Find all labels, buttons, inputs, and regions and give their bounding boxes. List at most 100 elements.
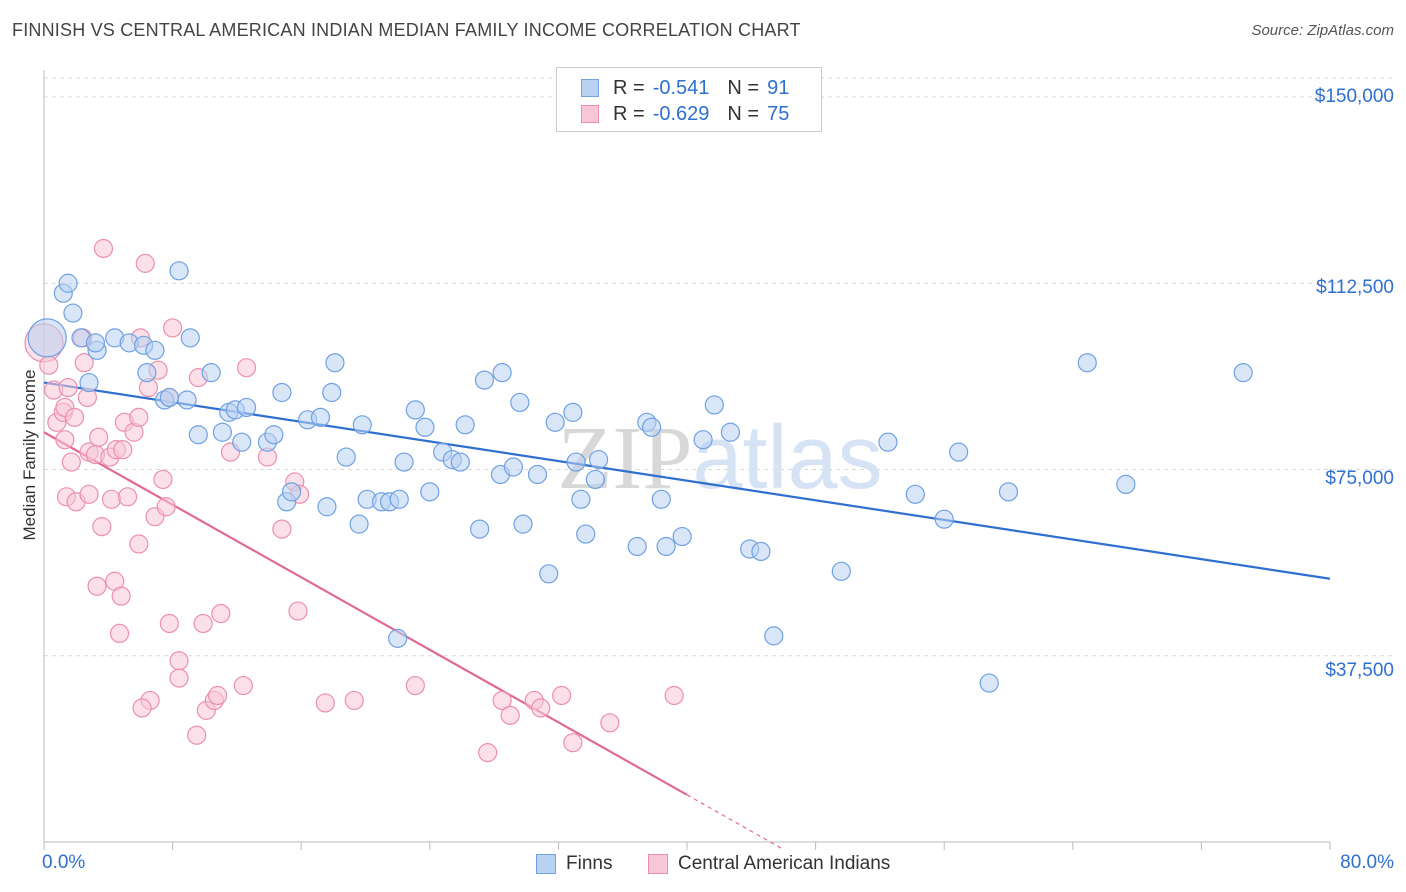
cai-point <box>132 698 152 718</box>
finns-point <box>264 425 284 445</box>
finns-point <box>169 261 189 281</box>
finns-point <box>513 514 533 534</box>
cai-swatch <box>581 105 599 123</box>
cai-point <box>111 586 131 606</box>
finns-point <box>934 509 954 529</box>
legend-row-finns: R = -0.541 N = 91 <box>581 76 789 100</box>
finns-point <box>317 497 337 517</box>
finns-point <box>949 442 969 462</box>
finns-point <box>470 519 490 539</box>
finns-point <box>1116 474 1136 494</box>
finns-point <box>180 328 200 348</box>
finns-point <box>510 392 530 413</box>
finns-point <box>212 422 233 442</box>
finns-point <box>576 524 596 544</box>
cai-point <box>163 318 183 338</box>
n-label: N = <box>727 76 760 99</box>
finns-point <box>450 452 470 472</box>
r-label: R = <box>613 102 645 125</box>
finns-point <box>527 464 548 485</box>
chart-title: FINNISH VS CENTRAL AMERICAN INDIAN MEDIA… <box>12 20 801 40</box>
finns-point <box>704 395 724 415</box>
finns-trend-line <box>43 381 1331 580</box>
cai-point <box>272 519 292 539</box>
cai-point <box>87 576 107 596</box>
cai-point <box>233 675 253 696</box>
finns-point <box>539 564 559 584</box>
cai-point <box>664 685 684 706</box>
finns-point <box>236 397 257 418</box>
cai-point <box>58 377 78 398</box>
cai-point <box>552 685 572 706</box>
n-label: N = <box>727 102 760 125</box>
finns-point <box>420 482 440 502</box>
finns-point <box>455 415 475 435</box>
y-axis-label: Median Family Income <box>20 369 39 541</box>
finns-point <box>720 422 741 442</box>
cai-point <box>193 613 213 634</box>
finns-point <box>905 484 925 504</box>
finns-point <box>415 417 435 437</box>
cai-point <box>344 690 364 711</box>
finns-point <box>79 372 99 393</box>
cai-point <box>113 440 133 460</box>
finns-point <box>27 318 67 358</box>
cai-trend-line <box>43 431 688 796</box>
finns-point <box>159 387 179 408</box>
finns-point <box>979 673 999 693</box>
finns-point <box>322 382 342 403</box>
finns-point <box>585 469 605 490</box>
cai-point <box>135 253 155 273</box>
finns-point <box>571 489 591 509</box>
legend-item-cai: Central American Indians <box>648 852 890 876</box>
cai-point <box>169 668 189 688</box>
finns-point <box>349 514 369 534</box>
r-label: R = <box>613 76 645 99</box>
finns-point <box>764 626 784 646</box>
cai-point <box>101 489 122 509</box>
cai-point <box>129 407 149 427</box>
finns-point <box>566 452 586 472</box>
finns-point <box>388 628 408 648</box>
finns-point <box>1077 353 1097 373</box>
cai-point <box>563 733 583 753</box>
finns-point <box>656 536 676 557</box>
y-tick-label-75000: $75,000 <box>1325 468 1394 489</box>
finns-point <box>177 390 197 410</box>
cai-point <box>61 452 81 472</box>
cai-point <box>187 725 207 745</box>
y-tick-label-150000: $150,000 <box>1314 86 1394 107</box>
finns-point <box>672 526 692 547</box>
finns-point <box>272 382 292 403</box>
cai-point <box>169 651 189 671</box>
cai-point <box>492 690 512 711</box>
finns-point <box>642 417 662 437</box>
r-value: -0.541 <box>652 76 710 99</box>
finns-point <box>201 363 221 383</box>
cai-point <box>159 613 179 634</box>
cai-point <box>478 742 498 763</box>
finns-swatch <box>581 79 599 97</box>
legend-item-finns: Finns <box>536 852 612 876</box>
cai-point <box>117 487 138 507</box>
finns-legend-swatch <box>536 854 556 874</box>
finns-point <box>336 447 356 467</box>
axes <box>43 70 1331 850</box>
cai-point <box>531 698 551 718</box>
finns-point <box>693 430 713 450</box>
finns-point <box>310 407 331 427</box>
legend-row-cai: R = -0.629 N = 75 <box>581 102 789 126</box>
x-axis-min-label: 0.0% <box>42 852 86 873</box>
finns-point <box>85 333 106 353</box>
finns-point <box>281 482 302 502</box>
series-finns <box>27 261 1253 693</box>
finns-point <box>878 432 898 452</box>
cai-point <box>500 705 520 725</box>
y-tick-label-37500: $37,500 <box>1325 660 1394 681</box>
cai-point <box>79 484 99 504</box>
cai-point <box>89 427 109 447</box>
x-axis-max-label: 80.0% <box>1340 852 1394 873</box>
cai-point <box>109 623 130 644</box>
series-central-american-indians <box>24 238 684 763</box>
finns-point <box>545 412 565 432</box>
